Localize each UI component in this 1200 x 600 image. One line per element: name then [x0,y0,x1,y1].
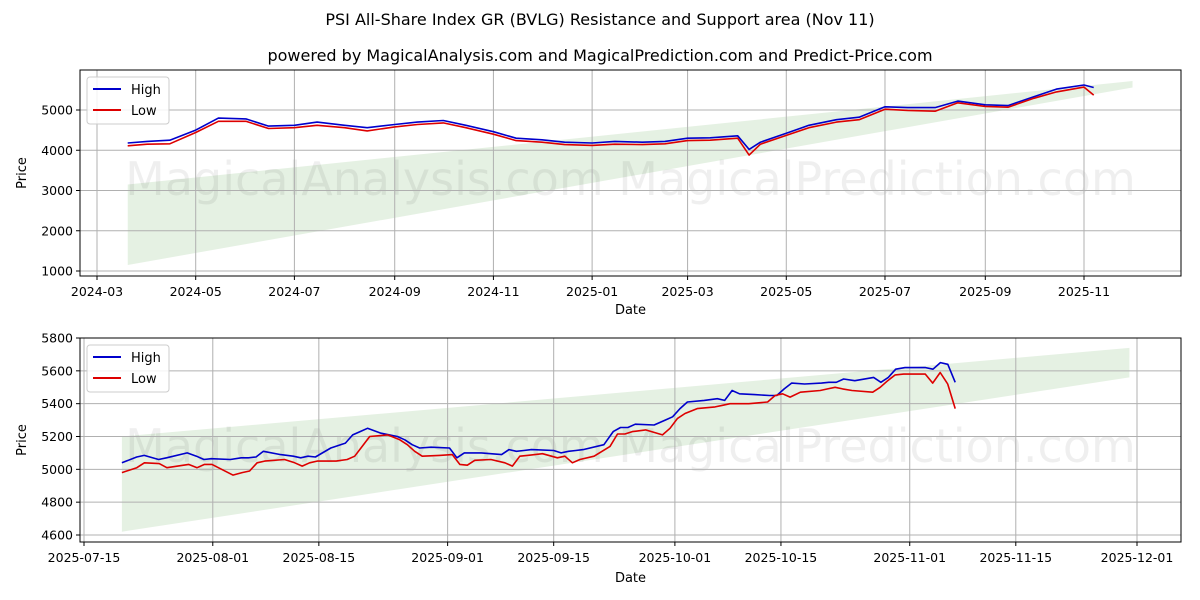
chart-title: PSI All-Share Index GR (BVLG) Resistance… [325,10,875,29]
high-series-line [121,361,956,464]
x-tick-label: 2025-07-15 [48,550,121,565]
y-tick-label: 4000 [41,143,73,158]
x-tick-label: 2024-05 [170,284,222,299]
x-tick-label: 2024-11 [467,284,519,299]
legend-label: Low [131,104,157,119]
y-axis-label: Price [15,424,30,456]
x-tick-label: 2025-11-01 [873,550,946,565]
x-tick-label: 2025-09-15 [517,550,590,565]
top-chart: MagicalAnalysis.com MagicalPrediction.co… [15,69,1182,318]
axes-frame [79,337,1182,543]
y-tick-label: 4600 [41,528,73,543]
watermark: MagicalAnalysis.com MagicalPrediction.co… [125,419,1136,473]
low-series-line [127,86,1095,156]
high-series-line [127,84,1094,151]
x-tick-label: 2025-07 [859,284,911,299]
support-resistance-band [127,81,1133,265]
watermark: MagicalAnalysis.com MagicalPrediction.co… [125,152,1136,206]
x-tick-label: 2025-01 [566,284,618,299]
x-tick-label: 2025-09 [959,284,1011,299]
legend-label: High [131,83,161,98]
y-tick-label: 5200 [41,429,73,444]
support-resistance-band [121,347,1130,532]
x-tick-label: 2025-11 [1058,284,1110,299]
x-tick-label: 2025-09-01 [411,550,484,565]
x-tick-label: 2025-08-01 [176,550,249,565]
x-tick-label: 2025-05 [760,284,812,299]
y-tick-label: 2000 [41,223,73,238]
x-axis-label: Date [615,303,646,318]
y-tick-label: 4800 [41,495,73,510]
y-tick-label: 3000 [41,183,73,198]
low-series-line [121,371,956,476]
legend-label: High [131,351,161,366]
x-tick-label: 2024-03 [71,284,123,299]
x-tick-label: 2024-07 [268,284,320,299]
x-tick-label: 2025-11-15 [979,550,1052,565]
axes-frame [79,69,1182,277]
x-tick-label: 2024-09 [369,284,421,299]
y-tick-label: 5000 [41,103,73,118]
x-axis-label: Date [615,571,646,586]
x-tick-label: 2025-10-01 [639,550,712,565]
y-axis-label: Price [15,157,30,189]
x-tick-label: 2025-10-15 [745,550,818,565]
y-tick-label: 5600 [41,363,73,378]
x-tick-label: 2025-12-01 [1101,550,1174,565]
y-tick-label: 1000 [41,264,73,279]
y-tick-label: 5800 [41,331,73,346]
chart-subtitle: powered by MagicalAnalysis.com and Magic… [267,46,933,65]
x-tick-label: 2025-08-15 [283,550,356,565]
legend: High Low [86,344,170,393]
legend: High Low [86,76,170,125]
y-tick-label: 5000 [41,462,73,477]
legend-label: Low [131,372,157,387]
bottom-chart: MagicalAnalysis.com MagicalPrediction.co… [15,331,1182,586]
x-tick-label: 2025-03 [661,284,713,299]
y-tick-label: 5400 [41,396,73,411]
